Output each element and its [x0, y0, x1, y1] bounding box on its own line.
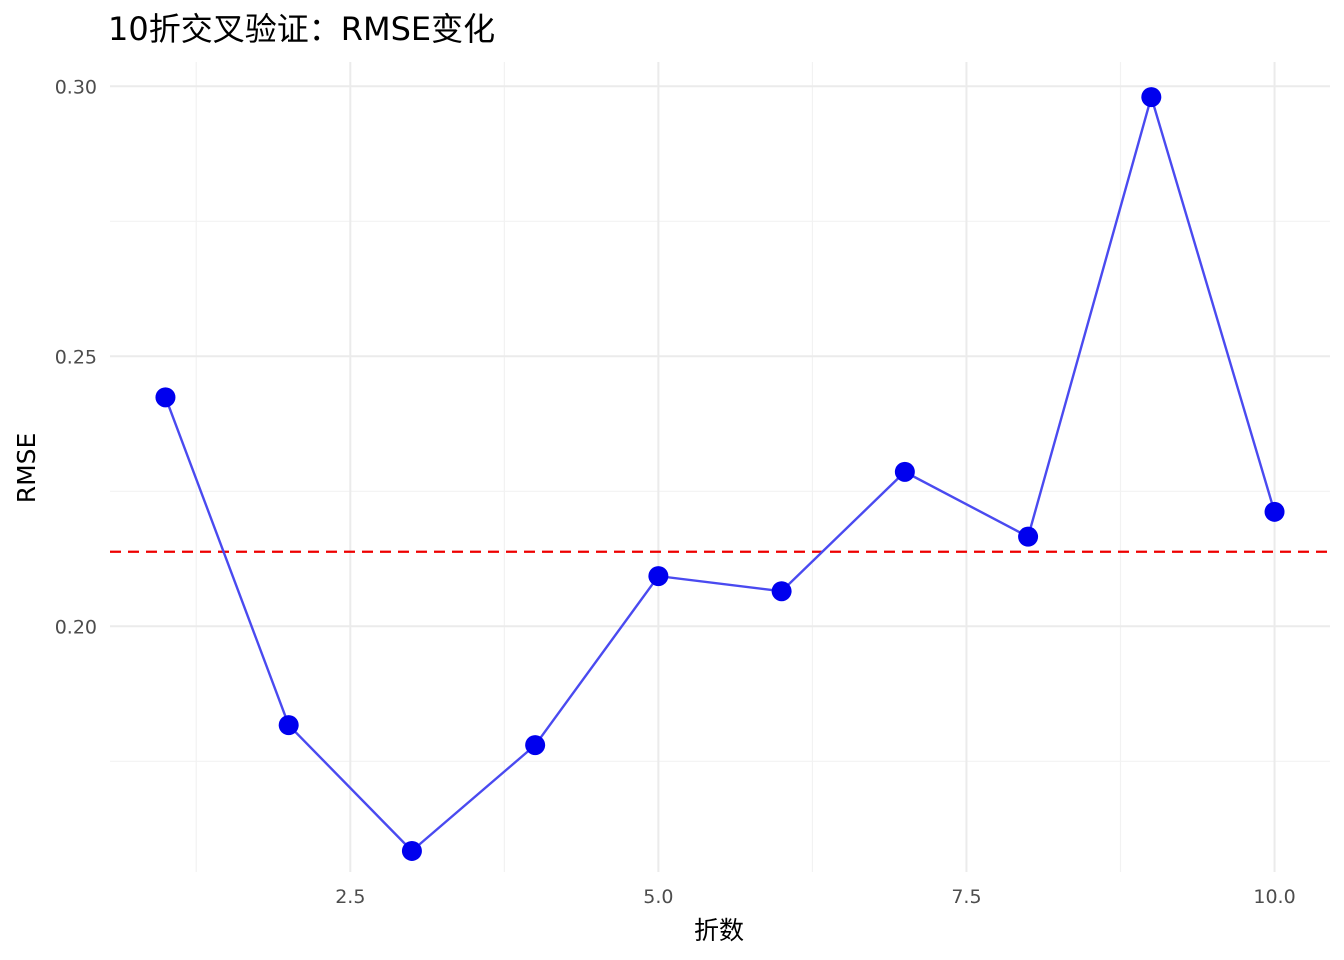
y-tick-label-2: 0.30: [55, 76, 97, 98]
x-tick-label-3: 10.0: [1253, 886, 1295, 908]
minor-gridlines: [110, 62, 1330, 872]
data-point-10: [1264, 501, 1285, 522]
x-tick-label-0: 2.5: [335, 886, 365, 908]
y-tick-labels: 0.20 0.25 0.30: [55, 76, 97, 638]
data-point-4: [525, 735, 546, 756]
x-tick-label-1: 5.0: [643, 886, 673, 908]
series-line-0: [164, 92, 1276, 853]
data-point-7: [894, 461, 915, 482]
data-point-5: [648, 566, 669, 587]
data-point-6: [771, 581, 792, 602]
x-tick-label-2: 7.5: [951, 886, 981, 908]
y-tick-label-1: 0.25: [55, 346, 97, 368]
data-point-8: [1018, 526, 1039, 547]
series-layer: [155, 87, 1285, 861]
data-point-2: [278, 715, 299, 736]
x-axis-label: 折数: [694, 916, 744, 945]
y-axis-label: RMSE: [12, 433, 41, 504]
data-point-3: [401, 840, 422, 861]
y-tick-label-0: 0.20: [55, 616, 97, 638]
data-point-1: [155, 387, 176, 408]
x-tick-labels: 2.5 5.0 7.5 10.0: [335, 886, 1296, 908]
data-point-9: [1141, 87, 1162, 108]
major-gridlines: [110, 62, 1330, 872]
chart-title: 10折交叉验证：RMSE变化: [108, 10, 495, 48]
